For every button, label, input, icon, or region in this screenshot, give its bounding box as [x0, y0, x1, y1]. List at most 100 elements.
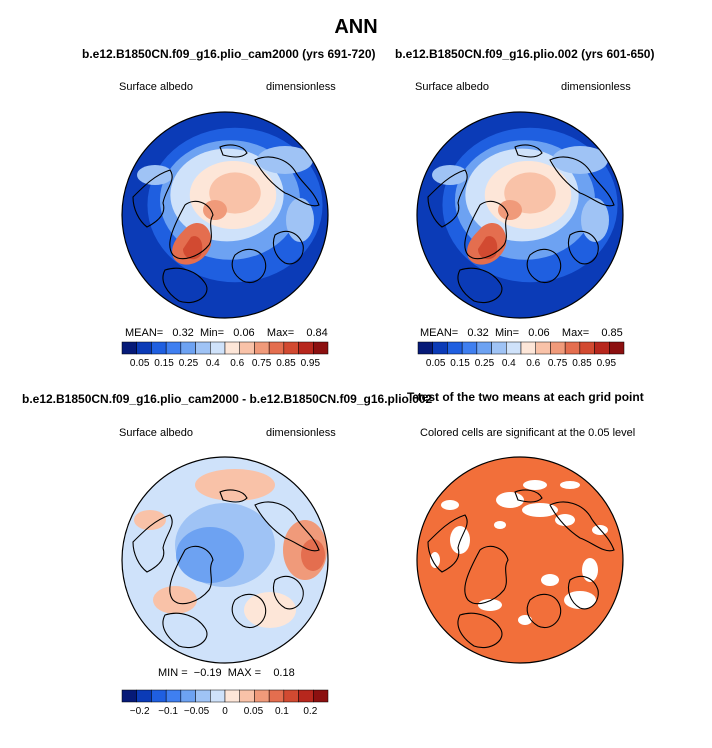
coastline [162, 612, 208, 648]
colorbar-swatch [254, 689, 270, 703]
coastline [457, 267, 503, 303]
insignificant-cell [560, 481, 580, 489]
archipelago-patch [498, 200, 522, 220]
stat-min-label: Min= [494, 327, 520, 339]
colorbar-swatch [121, 689, 137, 703]
map-border [121, 456, 329, 664]
insignificant-cell [441, 500, 459, 510]
land-patch [137, 165, 173, 185]
panel-3-units: dimensionless [266, 427, 336, 439]
albedo-map-1 [121, 111, 329, 319]
coastline [132, 514, 173, 573]
colorbar-tick-label: 0.95 [597, 358, 617, 369]
colorbar-swatch [239, 341, 255, 355]
panel-2-title: b.e12.B1850CN.f09_g16.plio.002 (yrs 601-… [395, 47, 655, 61]
colorbar-tick-label: 0.85 [276, 358, 296, 369]
panel-2-variable: Surface albedo [415, 81, 489, 93]
colorbar-tick-label: −0.05 [184, 706, 210, 717]
stat-min-label: MIN = [158, 667, 188, 679]
land-patch [552, 146, 608, 174]
insignificant-cell [564, 591, 596, 609]
coastline [514, 489, 543, 503]
insignificant-cell [555, 514, 575, 526]
stat-max-label: Max= [561, 327, 590, 339]
colorbar-swatch [151, 689, 167, 703]
colorbar-swatch [298, 341, 314, 355]
colorbar-swatch [268, 341, 285, 355]
colorbar-swatch [594, 341, 610, 355]
coastline [526, 248, 562, 283]
panel-2-stats: MEAN= 0.32 Min= 0.06 Max= 0.85 [420, 327, 623, 339]
coastline [169, 200, 214, 260]
stat-min: 0.06 [528, 327, 550, 339]
coastline [567, 575, 599, 610]
colorbar-tick-label: 0.4 [206, 358, 220, 369]
coastline [231, 593, 267, 628]
positive-patch [195, 469, 275, 501]
colorbar-tick-label: 0.6 [230, 358, 244, 369]
positive-core [301, 539, 325, 571]
colorbar-tick-label: 0.6 [526, 358, 540, 369]
coastline [132, 169, 173, 228]
colorbar-swatch [461, 341, 478, 355]
difference-map [121, 456, 329, 664]
stat-min-label: Min= [199, 327, 225, 339]
coastline [427, 514, 468, 573]
coastline [427, 169, 468, 228]
colorbar-1: 0.05 0.15 0.25 0.4 0.6 0.75 0.85 0.95 [121, 341, 329, 369]
coastline [169, 545, 214, 605]
colorbar-swatch [239, 689, 255, 703]
colorbar-swatch [417, 341, 433, 355]
colorbar-swatch [476, 341, 492, 355]
colorbar-tick-label: −0.1 [158, 706, 178, 717]
colorbar-swatch [165, 689, 182, 703]
panel-1-units: dimensionless [266, 81, 336, 93]
coastline [567, 230, 599, 265]
colorbar-swatch [313, 689, 329, 703]
colorbar-swatch [180, 689, 196, 703]
colorbar-3: −0.2 −0.1 −0.05 0 0.05 0.1 0.2 [121, 689, 329, 717]
colorbar-swatch [550, 341, 566, 355]
colorbar-2: 0.05 0.15 0.25 0.4 0.6 0.75 0.85 0.95 [417, 341, 625, 369]
coastline [219, 489, 248, 503]
stat-max-label: MAX = [227, 667, 262, 679]
colorbar-tick-label: 0.1 [275, 706, 289, 717]
panel-1-stats: MEAN= 0.32 Min= 0.06 Max= 0.84 [125, 327, 328, 339]
positive-patch [153, 586, 197, 614]
albedo-map-2 [416, 111, 624, 319]
colorbar-swatch [224, 689, 240, 703]
land-patch [581, 198, 609, 242]
coastline [254, 156, 320, 207]
colorbar-swatch [195, 689, 211, 703]
insignificant-cell [523, 480, 547, 490]
insignificant-cell [522, 503, 558, 517]
colorbar-tick-label: 0.2 [303, 706, 317, 717]
colorbar-tick-label: −0.2 [130, 706, 150, 717]
colorbar-tick-label: 0.25 [179, 358, 199, 369]
figure-title: ANN [334, 16, 378, 38]
significant-fill [417, 457, 623, 663]
greenland-core [183, 236, 203, 260]
land-patch [286, 198, 314, 242]
panel-2-units: dimensionless [561, 81, 631, 93]
colorbar-tick-label: 0.05 [244, 706, 264, 717]
significance-map [416, 456, 624, 664]
positive-patch [244, 592, 296, 628]
panel-1-variable: Surface albedo [119, 81, 193, 93]
stat-mean: 0.32 [467, 327, 489, 339]
colorbar-swatch [210, 689, 226, 703]
coastline [219, 144, 248, 158]
insignificant-cell [478, 599, 502, 611]
positive-patch [134, 510, 166, 530]
colorbar-swatch [506, 341, 522, 355]
colorbar-swatch [121, 341, 137, 355]
colorbar-tick-label: 0.4 [502, 358, 516, 369]
coastline [526, 593, 562, 628]
colorbar-swatch [151, 341, 167, 355]
colorbar-swatch [609, 341, 625, 355]
land-patch [432, 165, 468, 185]
insignificant-cell [430, 552, 440, 568]
coastline [162, 267, 208, 303]
colorbar-swatch [195, 341, 211, 355]
